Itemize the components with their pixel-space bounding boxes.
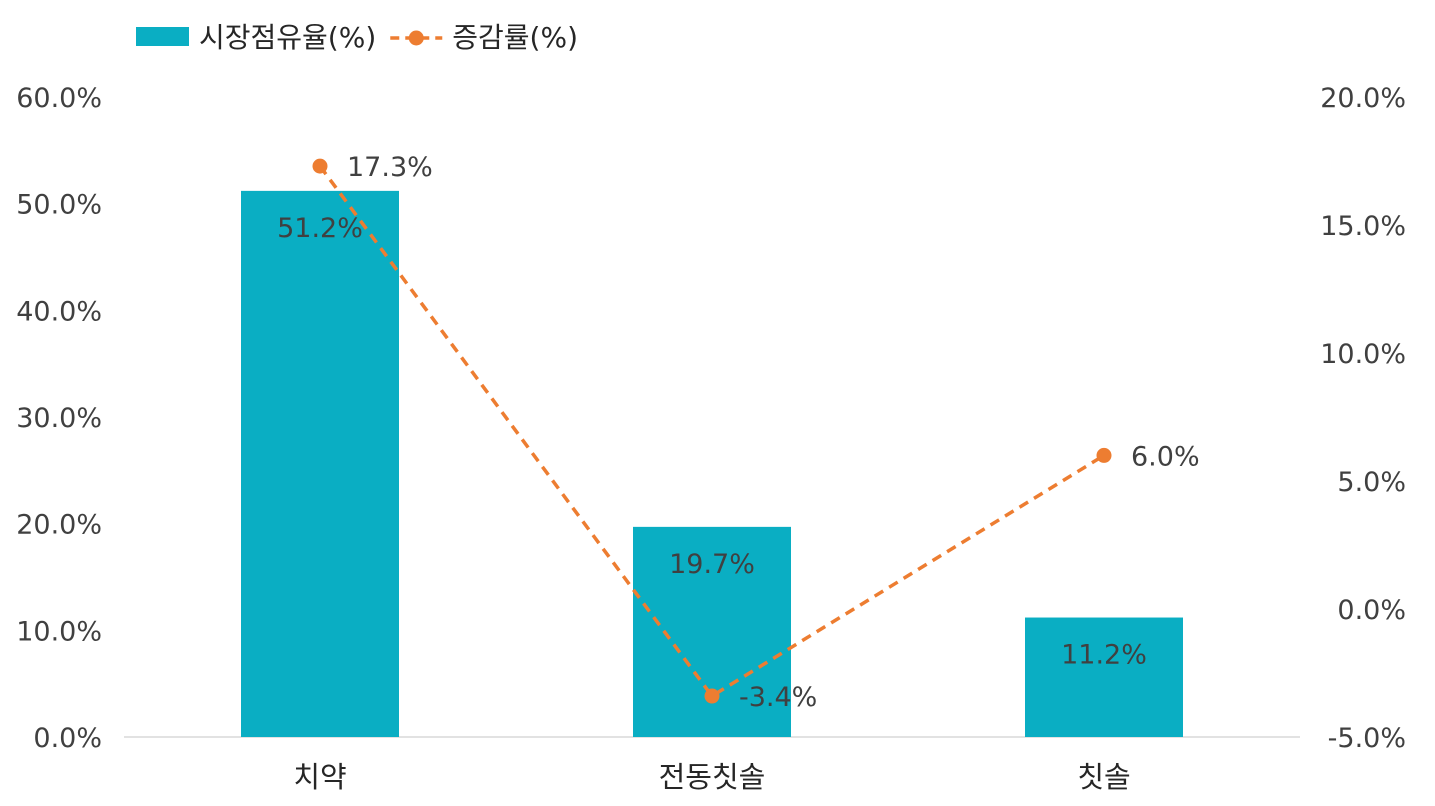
line-point — [1096, 447, 1112, 463]
bar — [241, 190, 399, 737]
legend-line-label: 증감률(%) — [452, 21, 578, 54]
legend-bar-label: 시장점유율(%) — [199, 21, 376, 54]
legend-line-marker — [408, 30, 424, 46]
line-data-label: 17.3% — [347, 152, 433, 183]
legend-bar-swatch — [136, 27, 189, 46]
right-axis-tick-label: 10.0% — [1320, 339, 1406, 370]
line-series: 17.3% -3.4% 6.0% — [312, 152, 1200, 713]
left-y-axis: 0.0% 10.0% 20.0% 30.0% 40.0% 50.0% 60.0% — [16, 83, 102, 754]
right-y-axis: -5.0% 0.0% 5.0% 10.0% 15.0% 20.0% — [1320, 83, 1406, 754]
x-axis-categories: 치약 전동칫솔 칫솔 — [293, 760, 1130, 794]
legend: 시장점유율(%) 증감률(%) — [136, 21, 578, 54]
right-axis-tick-label: 0.0% — [1337, 595, 1406, 626]
line-point — [312, 158, 328, 174]
right-axis-tick-label: 20.0% — [1320, 83, 1406, 114]
category-label: 치약 — [293, 760, 346, 794]
bar-data-label: 51.2% — [277, 213, 363, 244]
bar-series: 51.2% 19.7% 11.2% — [241, 190, 1183, 737]
category-label: 칫솔 — [1077, 760, 1130, 794]
line-data-label: 6.0% — [1131, 441, 1200, 472]
right-axis-tick-label: 15.0% — [1320, 211, 1406, 242]
left-axis-tick-label: 40.0% — [16, 296, 102, 327]
bar — [1025, 617, 1183, 737]
category-label: 전동칫솔 — [659, 760, 766, 794]
line-data-label: -3.4% — [739, 682, 817, 713]
right-axis-tick-label: -5.0% — [1328, 723, 1406, 754]
left-axis-tick-label: 30.0% — [16, 403, 102, 434]
left-axis-tick-label: 60.0% — [16, 83, 102, 114]
line-point — [704, 688, 720, 704]
bar-data-label: 11.2% — [1061, 640, 1147, 671]
bar-data-label: 19.7% — [669, 549, 755, 580]
left-axis-tick-label: 10.0% — [16, 616, 102, 647]
left-axis-tick-label: 20.0% — [16, 510, 102, 541]
left-axis-tick-label: 0.0% — [33, 723, 102, 754]
left-axis-tick-label: 50.0% — [16, 190, 102, 221]
right-axis-tick-label: 5.0% — [1337, 467, 1406, 498]
